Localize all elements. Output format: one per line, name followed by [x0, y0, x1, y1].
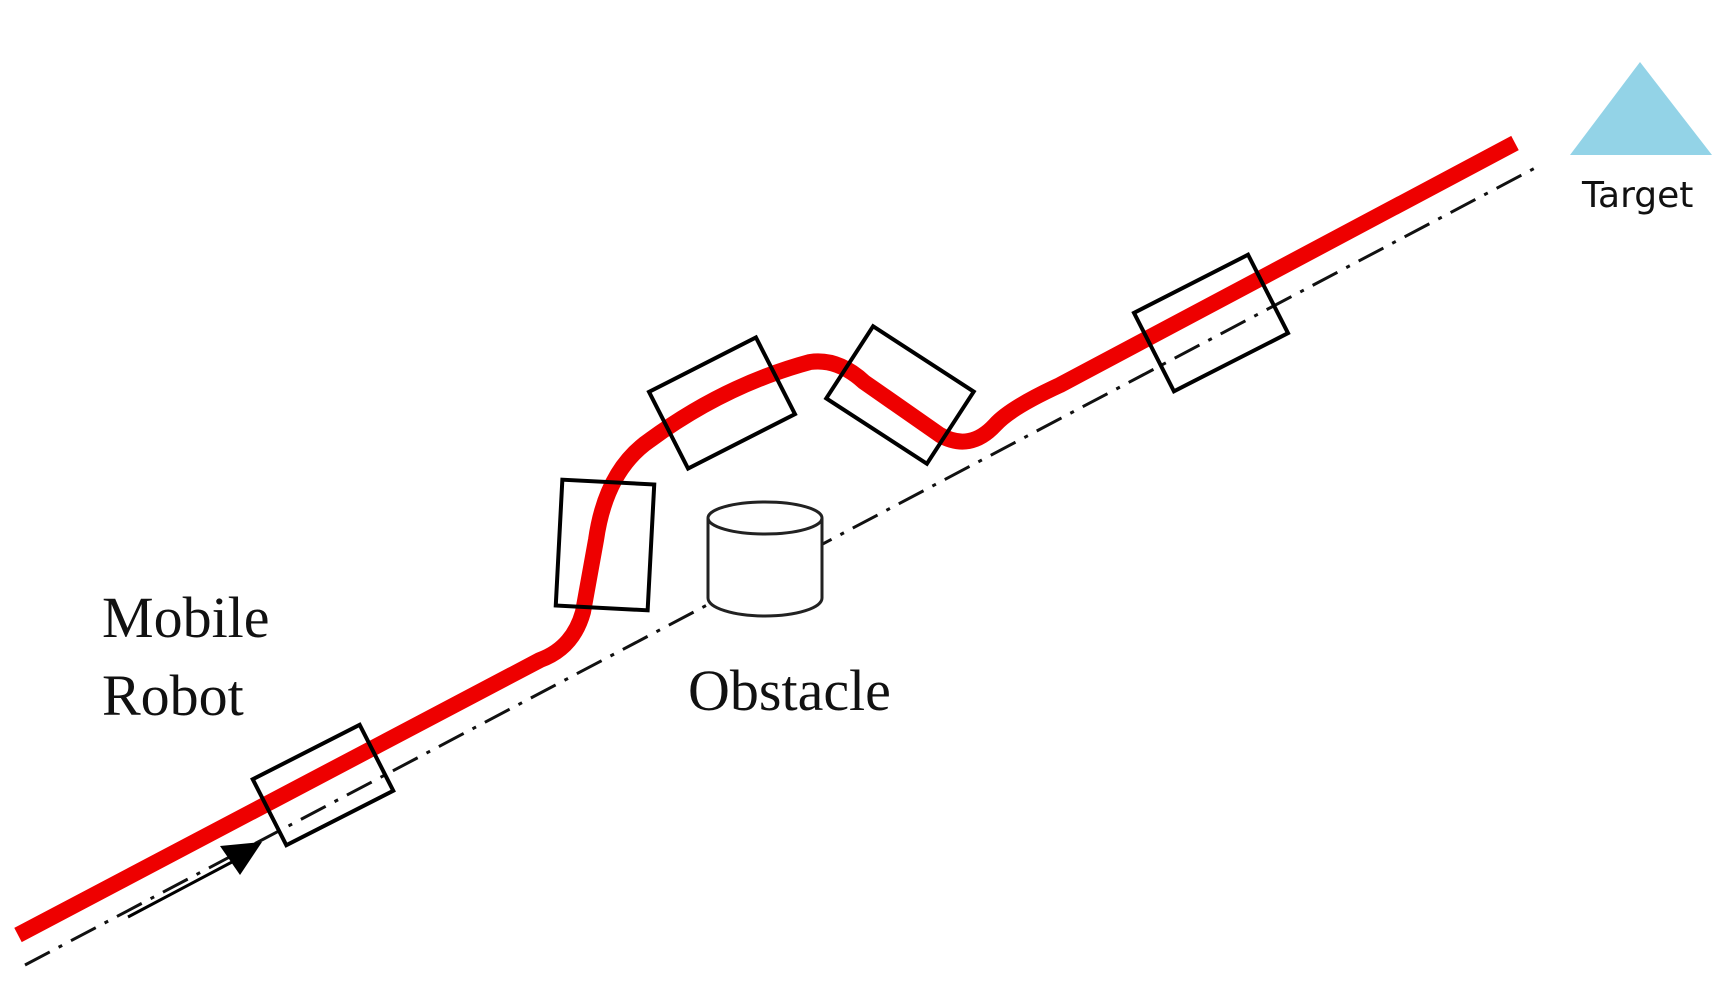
cylinder-icon	[706, 500, 824, 618]
robot-label-line2: Robot	[102, 663, 244, 728]
robot-label-line1: Mobile	[102, 585, 270, 650]
robot-box-3	[646, 334, 798, 472]
robot-box-start	[250, 722, 396, 848]
robot-box-4	[823, 323, 977, 467]
target-label: Target	[1581, 175, 1693, 216]
triangle-icon	[1570, 62, 1712, 155]
robot-box-2	[553, 477, 657, 613]
arrow-icon	[127, 842, 262, 919]
robot-box-end	[1131, 252, 1291, 394]
obstacle-label: Obstacle	[688, 658, 891, 723]
